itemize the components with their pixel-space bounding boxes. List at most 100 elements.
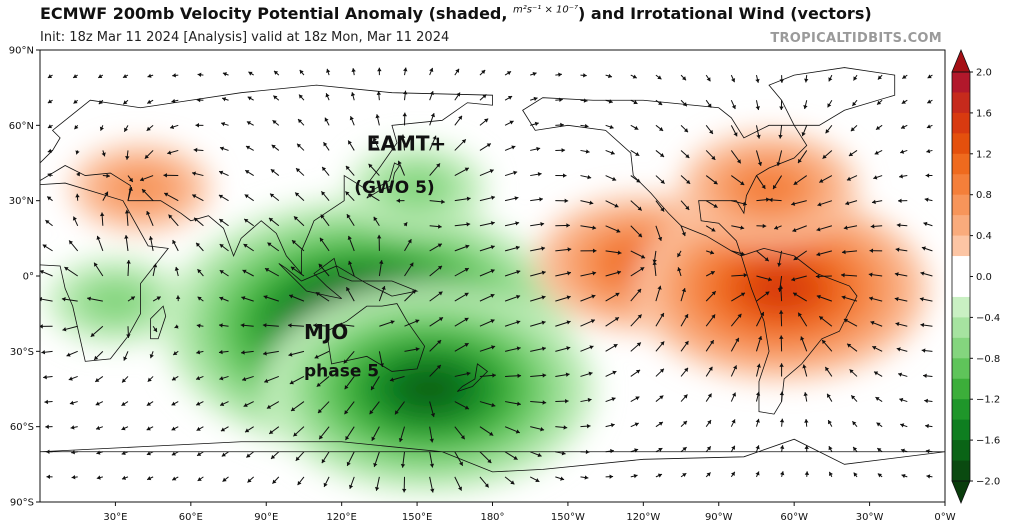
wind-vector-head xyxy=(371,386,375,391)
wind-vector xyxy=(314,350,330,359)
wind-vector xyxy=(804,471,810,477)
x-tick-label: 30°E xyxy=(103,512,127,523)
wind-vector-head xyxy=(509,120,514,125)
wind-vector-head xyxy=(272,120,277,125)
wind-vector xyxy=(299,69,305,76)
wind-vector-head xyxy=(846,176,852,181)
wind-vector xyxy=(295,167,305,176)
wind-vector-head xyxy=(920,271,925,276)
wind-vector-head xyxy=(660,341,665,346)
wind-vector-head xyxy=(515,245,520,250)
wind-vector xyxy=(580,73,587,78)
wind-vector-head xyxy=(146,426,151,431)
wind-vector-head xyxy=(197,452,202,456)
colorbar-segment xyxy=(952,112,970,134)
wind-vector-head xyxy=(296,168,301,173)
wind-vector xyxy=(242,269,254,277)
wind-vector-head xyxy=(75,193,80,198)
wind-vector xyxy=(70,425,78,430)
wind-vector xyxy=(776,150,783,167)
wind-vector xyxy=(705,150,716,161)
wind-vector xyxy=(318,263,330,277)
wind-vector xyxy=(323,476,330,488)
wind-vector-head xyxy=(415,319,420,324)
wind-vector xyxy=(680,313,689,327)
wind-vector-head xyxy=(96,450,101,455)
wind-vector xyxy=(755,445,760,452)
wind-vector xyxy=(655,200,665,212)
wind-vector xyxy=(171,476,179,481)
wind-vector-head xyxy=(319,435,324,440)
wind-vector xyxy=(378,351,384,368)
wind-vector-head xyxy=(873,175,878,180)
anomaly-north-atlantic-positive xyxy=(737,168,802,209)
wind-vector xyxy=(555,122,564,128)
x-tick-label: 0°W xyxy=(934,512,955,523)
wind-vector xyxy=(326,68,331,76)
wind-vector-head xyxy=(171,426,176,431)
wind-vector xyxy=(99,125,104,131)
wind-vector-head xyxy=(513,455,518,460)
wind-vector-head xyxy=(760,311,765,317)
wind-vector-head xyxy=(827,103,832,108)
wind-vector xyxy=(152,296,161,302)
wind-vector xyxy=(730,313,742,327)
source-label: TROPICALTIDBITS.COM xyxy=(770,31,942,46)
wind-vector xyxy=(219,401,229,406)
wind-vector xyxy=(126,326,131,338)
wind-vector-head xyxy=(900,149,905,154)
wind-vector-head xyxy=(346,287,351,292)
wind-vector xyxy=(901,473,908,479)
wind-vector xyxy=(846,175,858,181)
wind-vector xyxy=(167,149,179,155)
wind-vector xyxy=(605,316,620,327)
wind-vector xyxy=(378,260,384,277)
wind-vector-head xyxy=(773,184,777,190)
wind-vector xyxy=(396,198,405,203)
wind-vector xyxy=(925,173,933,178)
wind-vector xyxy=(555,271,572,277)
y-tick-label: 60°N xyxy=(9,121,34,132)
wind-vector xyxy=(530,320,546,327)
wind-vector xyxy=(504,294,521,302)
wind-vector xyxy=(244,426,254,433)
x-tick-label: 90°E xyxy=(254,512,278,523)
wind-vector-head xyxy=(99,126,104,131)
wind-vector-head xyxy=(324,117,329,122)
wind-vector-head xyxy=(402,112,407,117)
wind-vector-head xyxy=(803,105,808,109)
wind-vector-head xyxy=(798,158,802,164)
wind-vector-head xyxy=(713,180,718,185)
wind-vector xyxy=(454,476,462,491)
wind-vector xyxy=(429,163,441,176)
wind-vector xyxy=(605,474,614,479)
wind-vector xyxy=(504,269,521,277)
wind-vector-head xyxy=(373,462,378,467)
wind-vector xyxy=(580,200,594,205)
wind-vector xyxy=(127,296,136,302)
wind-vector-head xyxy=(779,418,785,423)
wind-vector xyxy=(222,72,229,77)
wind-vector xyxy=(87,296,103,302)
wind-vector xyxy=(894,272,908,277)
wind-vector-head xyxy=(292,240,297,245)
wind-vector-head xyxy=(804,445,809,449)
wind-vector xyxy=(97,74,104,79)
wind-vector xyxy=(630,314,643,327)
colorbar-tick-label: 1.6 xyxy=(976,108,992,119)
wind-vector-head xyxy=(71,450,75,455)
wind-vector xyxy=(429,291,443,302)
wind-vector-head xyxy=(244,218,249,223)
wind-vector xyxy=(479,476,490,488)
wind-vector-head xyxy=(877,448,882,452)
wind-vector-head xyxy=(565,398,569,404)
wind-vector xyxy=(221,451,229,457)
wind-vector-head xyxy=(466,222,471,227)
wind-vector xyxy=(102,173,111,179)
wind-vector xyxy=(875,396,883,402)
wind-vector-head xyxy=(533,96,538,102)
wind-vector-head xyxy=(542,373,547,378)
wind-vector xyxy=(319,237,330,252)
wind-vector xyxy=(816,294,833,302)
wind-vector-head xyxy=(588,371,593,376)
